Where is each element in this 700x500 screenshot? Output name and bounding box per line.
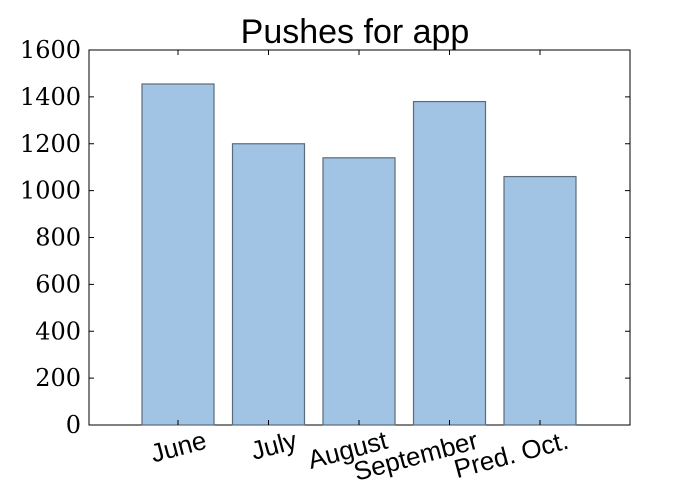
chart-title: Pushes for app: [241, 13, 470, 51]
bars-group: [141, 83, 577, 426]
y-tick-label-0: 0: [66, 411, 81, 439]
y-tick-label-800: 800: [35, 224, 81, 252]
y-tick-label-1400: 1400: [20, 83, 81, 111]
bar-pred-oct: [503, 175, 577, 426]
x-tick-label-june: June: [147, 425, 209, 469]
y-tick-label-600: 600: [35, 270, 81, 298]
y-axis: 0 200 400 600 800 1000 1200 1400 1600: [20, 36, 630, 439]
bar-september: [412, 100, 487, 426]
y-tick-label-1600: 1600: [20, 36, 81, 64]
y-tick-label-1000: 1000: [20, 177, 81, 205]
x-tick-label-july: July: [248, 425, 300, 466]
y-tick-label-200: 200: [35, 364, 81, 392]
bar-june: [141, 83, 215, 426]
y-tick-label-1200: 1200: [20, 130, 81, 158]
y-tick-label-400: 400: [35, 317, 81, 345]
bar-july: [231, 143, 306, 426]
bar-august: [322, 157, 396, 426]
